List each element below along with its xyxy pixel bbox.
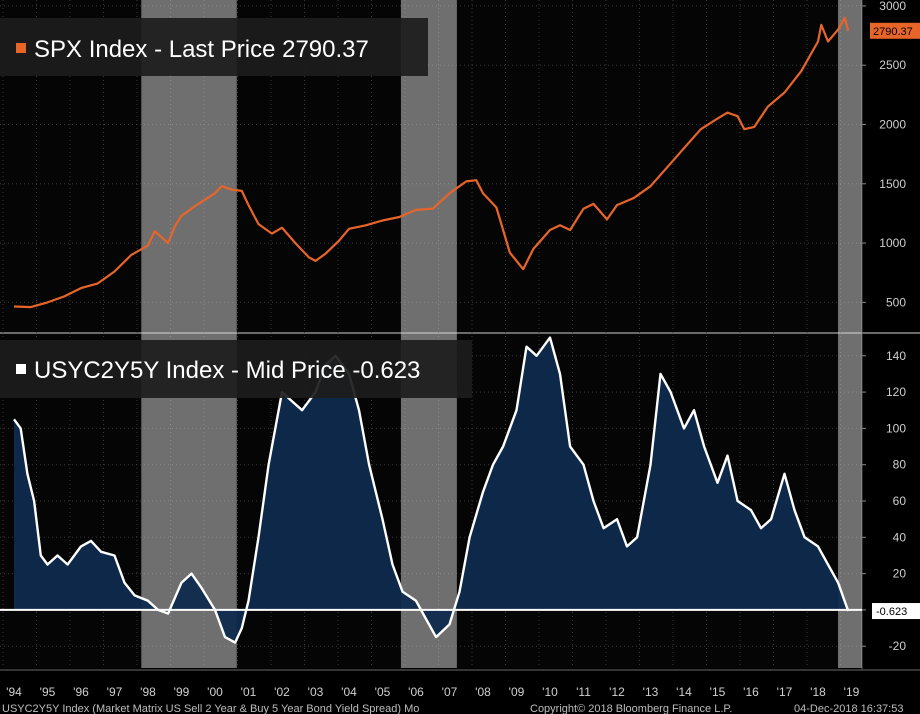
spx-y-tick-label: 2500 — [879, 58, 906, 72]
usyc-y-tick-label: 140 — [886, 349, 906, 363]
x-tick-label: '03 — [308, 685, 324, 699]
spx-y-tick-label: 3000 — [879, 0, 906, 13]
x-tick-label: '11 — [576, 685, 591, 699]
spx-legend-swatch — [16, 43, 26, 53]
x-tick-label: '99 — [174, 685, 190, 699]
x-tick-label: '13 — [643, 685, 659, 699]
footer-copyright: Copyright© 2018 Bloomberg Finance L.P. — [530, 703, 732, 714]
x-tick-label: '05 — [375, 685, 391, 699]
spx-y-tick-label: 1000 — [879, 236, 906, 250]
usyc-y-tick-label: 100 — [886, 421, 906, 435]
x-tick-label: '14 — [676, 685, 692, 699]
x-tick-label: '07 — [442, 685, 458, 699]
x-tick-label: '97 — [107, 685, 123, 699]
footer-timestamp: 04-Dec-2018 16:37:53 — [794, 703, 903, 714]
shaded-periods — [141, 0, 862, 668]
x-tick-label: '95 — [40, 685, 56, 699]
usyc-legend-box — [0, 340, 472, 398]
usyc-last-value-label: -0.623 — [876, 606, 907, 618]
x-tick-label: '19 — [844, 685, 860, 699]
shaded-period — [400, 0, 457, 668]
usyc-legend: USYC2Y5Y Index - Mid Price -0.623 — [0, 340, 472, 398]
footer: USYC2Y5Y Index (Market Matrix US Sell 2 … — [2, 703, 903, 714]
usyc-line — [13, 336, 850, 644]
spx-legend-box — [0, 18, 428, 76]
usyc-y-tick-label: 80 — [893, 458, 907, 472]
footer-source: USYC2Y5Y Index (Market Matrix US Sell 2 … — [2, 703, 419, 714]
usyc-y-tick-label: 120 — [886, 385, 906, 399]
x-tick-label: '06 — [408, 685, 424, 699]
x-tick-label: '96 — [73, 685, 89, 699]
spx-last-value-label: 2790.37 — [873, 26, 913, 38]
usyc-legend-swatch — [16, 364, 26, 374]
x-tick-label: '09 — [509, 685, 525, 699]
spx-last-value-tag — [870, 22, 920, 39]
x-tick-label: '98 — [140, 685, 156, 699]
series-layer — [0, 16, 862, 644]
x-tick-label: '17 — [777, 685, 793, 699]
spx-y-tick-label: 2000 — [879, 118, 906, 132]
spx-y-tick-label: 500 — [886, 295, 906, 309]
usyc-legend-label: USYC2Y5Y Index - Mid Price -0.623 — [34, 357, 420, 384]
axis-layer: 50010001500200025003000-2002040608010012… — [6, 0, 920, 699]
x-tick-label: '00 — [207, 685, 223, 699]
spx-line — [13, 16, 850, 309]
x-tick-label: '15 — [710, 685, 726, 699]
usyc-y-tick-label: 20 — [893, 567, 907, 581]
usyc-y-tick-label: 60 — [893, 494, 907, 508]
x-tick-label: '18 — [810, 685, 826, 699]
x-tick-label: '08 — [475, 685, 491, 699]
usyc-y-tick-label: 40 — [893, 530, 907, 544]
x-tick-label: '94 — [6, 685, 22, 699]
spx-legend: SPX Index - Last Price 2790.37 — [0, 18, 428, 76]
shaded-period-current — [838, 0, 862, 668]
usyc-last-value-tag — [872, 603, 920, 620]
spx-y-tick-label: 1500 — [879, 177, 906, 191]
usyc-area — [14, 337, 849, 643]
x-tick-label: '01 — [241, 685, 257, 699]
x-tick-label: '16 — [743, 685, 759, 699]
shaded-period — [141, 0, 237, 668]
x-tick-label: '12 — [609, 685, 625, 699]
spx-legend-label: SPX Index - Last Price 2790.37 — [34, 36, 369, 63]
x-tick-label: '10 — [542, 685, 558, 699]
usyc-y-tick-label: -20 — [889, 639, 907, 653]
x-tick-label: '04 — [341, 685, 357, 699]
x-tick-label: '02 — [274, 685, 290, 699]
